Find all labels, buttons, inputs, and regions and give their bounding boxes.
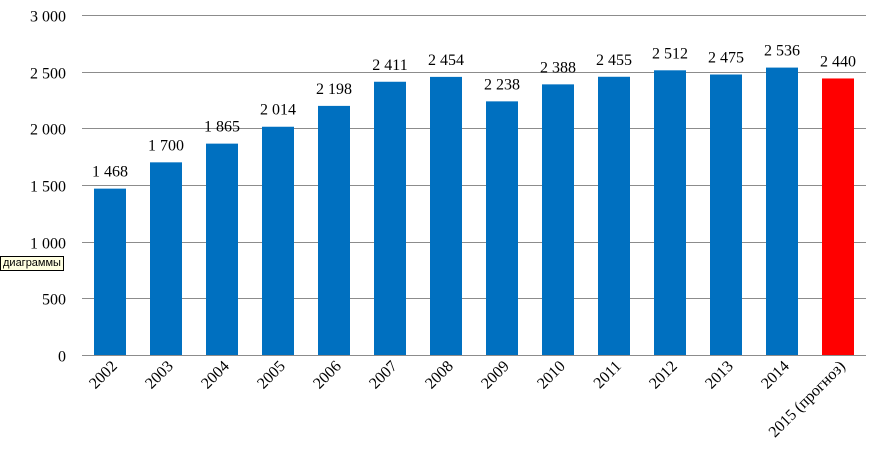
x-axis-ticks: 2002 2003 2004 2005 2006 2007 2008 2009 2010 2011… [86,358,849,441]
x-tick-label: 2010 [534,358,569,393]
x-tick-label: 2013 [702,358,737,393]
bar-2012 [654,70,686,355]
bar-2015-прогноз- [822,78,854,355]
y-tick-label: 2 500 [30,66,66,83]
data-label: 2 014 [260,102,296,119]
data-label: 2 536 [764,43,800,60]
gridlines [82,15,866,356]
data-label: 2 198 [316,81,352,98]
y-axis-ticks: 0 500 1 000 1 500 2 000 2 500 3 000 [30,9,66,366]
bars [94,67,854,356]
data-label: 2 512 [652,45,688,62]
x-tick-label: 2008 [422,358,457,393]
data-label: 2 388 [540,59,576,76]
bar-2005 [262,126,294,355]
bar-2003 [150,162,182,355]
data-label: 2 475 [708,50,744,67]
x-tick-label: 2012 [646,358,681,393]
bar-2014 [766,67,798,355]
bar-2002 [94,188,126,355]
data-label: 2 440 [820,53,856,70]
y-tick-label: 0 [58,349,66,366]
y-tick-label: 3 000 [30,9,66,26]
y-tick-label: 500 [42,292,66,309]
chart-tooltip: диаграммы [0,256,64,271]
x-tick-label: 2014 [758,358,793,393]
x-tick-label: 2006 [310,358,345,393]
data-label: 2 454 [428,52,464,69]
x-tick-label: 2007 [366,358,401,393]
data-labels: 1 468 1 700 1 865 2 014 2 198 2 411 2 454 2 238… [92,43,856,181]
y-tick-label: 1 500 [30,179,66,196]
bar-2010 [542,84,574,356]
data-label: 1 865 [204,119,240,136]
data-label: 2 411 [372,57,407,74]
bar-2006 [318,105,350,355]
data-label: 2 238 [484,76,520,93]
bar-2008 [430,76,462,355]
data-label: 1 468 [92,164,128,181]
bar-2013 [710,74,742,355]
x-tick-label: 2003 [142,358,177,393]
x-tick-label: 2005 [254,358,289,393]
bar-2011 [598,76,630,356]
y-tick-label: 1 000 [30,236,66,253]
y-tick-label: 2 000 [30,122,66,139]
x-tick-label: 2002 [86,358,121,393]
x-tick-label: 2011 [591,358,625,392]
bar-2009 [486,101,518,355]
bar-2004 [206,143,238,355]
x-tick-label: 2004 [198,358,233,393]
data-label: 2 455 [596,52,632,69]
x-tick-label: 2009 [478,358,513,393]
bar-2007 [374,81,406,356]
data-label: 1 700 [148,137,184,154]
